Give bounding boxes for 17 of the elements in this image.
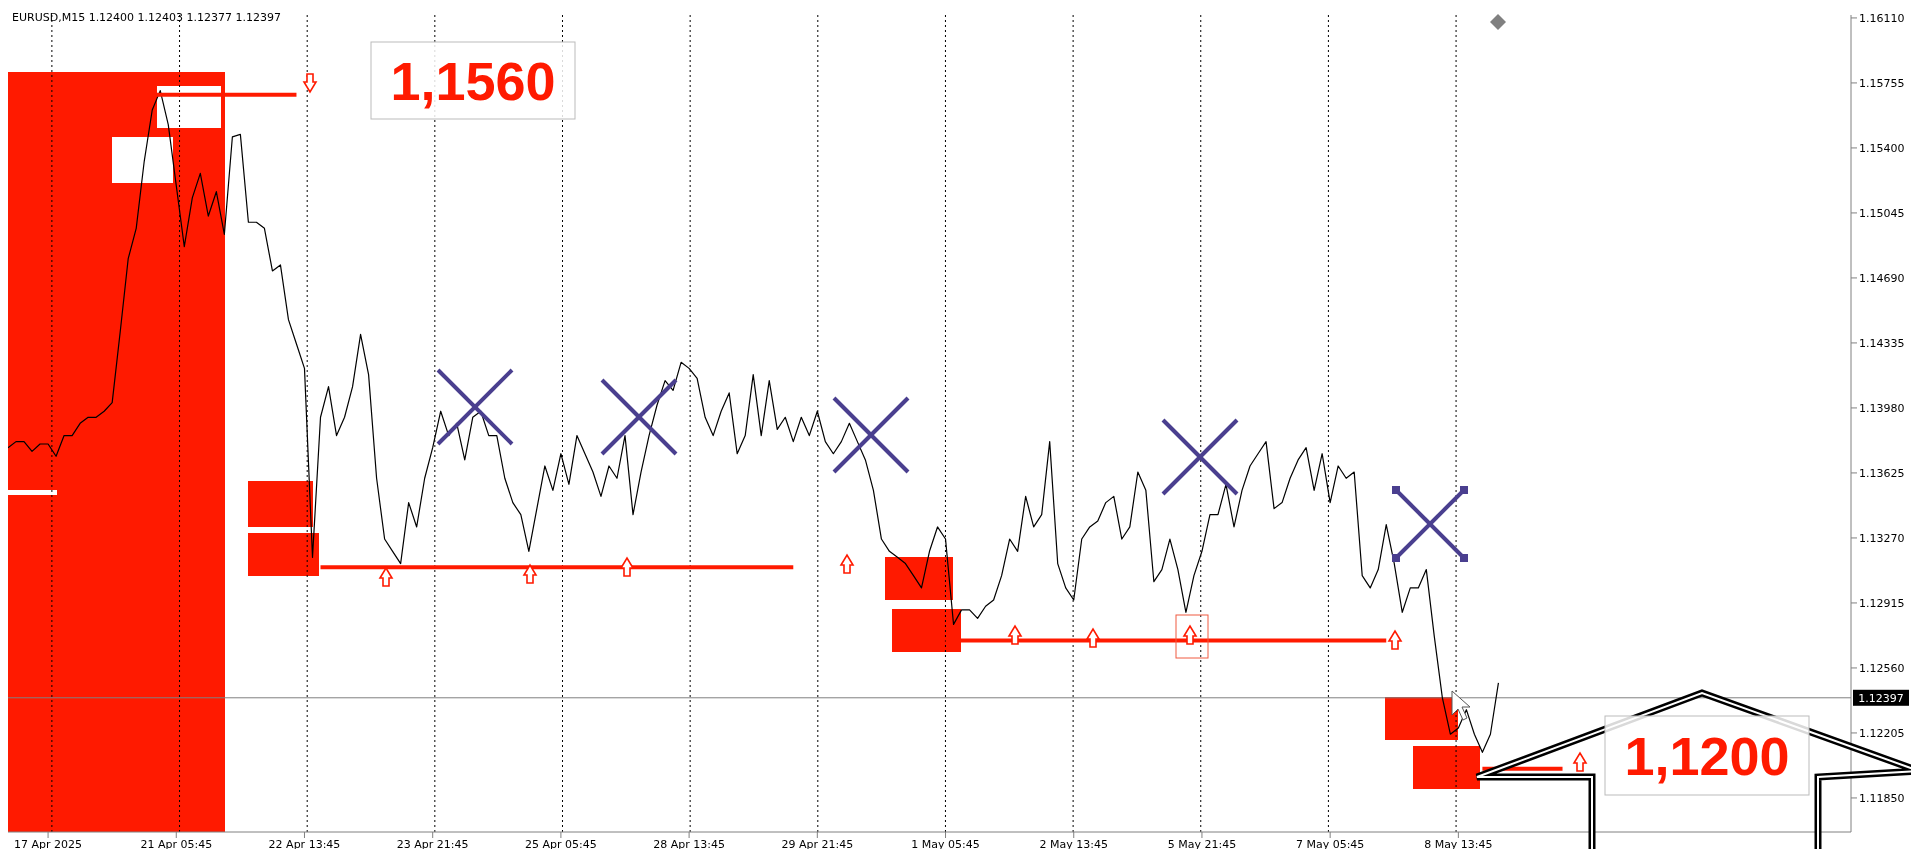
y-tick-label: 1.14335 [1859, 336, 1905, 350]
y-tick-label: 1.15400 [1859, 141, 1905, 155]
y-tick-label: 1.15045 [1859, 206, 1905, 220]
y-tick-label: 1.11850 [1859, 791, 1905, 805]
y-tick-label: 1.14690 [1859, 271, 1905, 285]
annotation: 1,1560 [390, 50, 556, 111]
y-tick-label: 1.12915 [1859, 596, 1905, 610]
ref-line-label: 1.12397 [1858, 691, 1904, 705]
chart-title: EURUSD,M15 1.12400 1.12403 1.12377 1.12397 [12, 11, 282, 24]
y-tick-label: 1.16110 [1859, 11, 1905, 25]
annotation: 1,1200 [1624, 725, 1790, 786]
y-tick-label: 1.15755 [1859, 76, 1905, 90]
y-tick-label: 1.13980 [1859, 401, 1905, 415]
y-tick-label: 1.12205 [1859, 726, 1905, 740]
y-tick-label: 1.13625 [1859, 466, 1905, 480]
y-tick-label: 1.12560 [1859, 661, 1905, 675]
y-tick-label: 1.13270 [1859, 531, 1905, 545]
